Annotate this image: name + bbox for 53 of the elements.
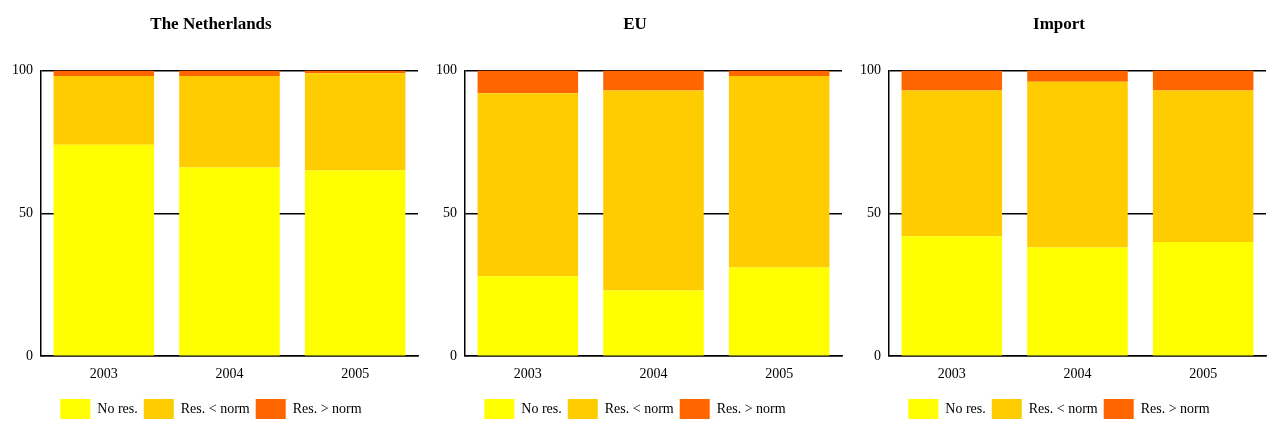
bar (1152, 70, 1254, 91)
bar (901, 90, 1003, 237)
legend-label: Res. < norm (604, 400, 674, 416)
y-tick-label: 100 (860, 62, 881, 78)
y-tick-label: 0 (450, 347, 457, 363)
legend-label: Res. < norm (1028, 400, 1098, 416)
x-tick-label: 2005 (341, 366, 370, 382)
bar (53, 76, 155, 145)
bar (603, 90, 704, 291)
legend-label: No res. (521, 400, 562, 416)
bar (901, 236, 1003, 356)
y-tick-label: 50 (443, 204, 457, 220)
x-tick-label: 2003 (89, 366, 118, 382)
y-tick-label: 50 (19, 204, 33, 220)
x-tick-label: 2004 (215, 366, 244, 382)
chart-title: EU (623, 13, 647, 33)
x-tick-label: 2003 (937, 366, 966, 382)
legend-label: Res. < norm (180, 400, 250, 416)
chart-title: The Netherlands (150, 13, 273, 33)
bar (1027, 70, 1128, 82)
x-tick-label: 2004 (639, 366, 668, 382)
bar (179, 76, 280, 168)
bar (728, 267, 830, 356)
legend-label: No res. (97, 400, 138, 416)
y-tick-label: 0 (26, 347, 33, 363)
x-tick-label: 2005 (765, 366, 794, 382)
bar (1152, 241, 1254, 356)
y-tick-label: 100 (12, 62, 33, 78)
legend-label: Res. > norm (716, 400, 786, 416)
bar (1152, 90, 1254, 242)
x-tick-label: 2003 (513, 366, 542, 382)
bar (304, 170, 406, 356)
x-tick-label: 2005 (1189, 366, 1218, 382)
bar (304, 73, 406, 171)
legend-label: No res. (945, 400, 986, 416)
bar (53, 144, 155, 356)
bar (901, 70, 1003, 91)
bar (477, 70, 579, 94)
y-tick-label: 0 (874, 347, 881, 363)
x-tick-label: 2004 (1063, 366, 1092, 382)
bar (1027, 81, 1128, 248)
y-tick-label: 50 (867, 204, 881, 220)
bar (477, 93, 579, 277)
bar (603, 290, 704, 356)
bar (603, 70, 704, 91)
bar (728, 76, 830, 268)
bar (1027, 247, 1128, 356)
y-tick-label: 100 (436, 62, 457, 78)
bar (179, 167, 280, 356)
chart-title: Import (1033, 13, 1086, 33)
bar (477, 276, 579, 356)
legend-label: Res. > norm (1140, 400, 1210, 416)
legend-label: Res. > norm (292, 400, 362, 416)
